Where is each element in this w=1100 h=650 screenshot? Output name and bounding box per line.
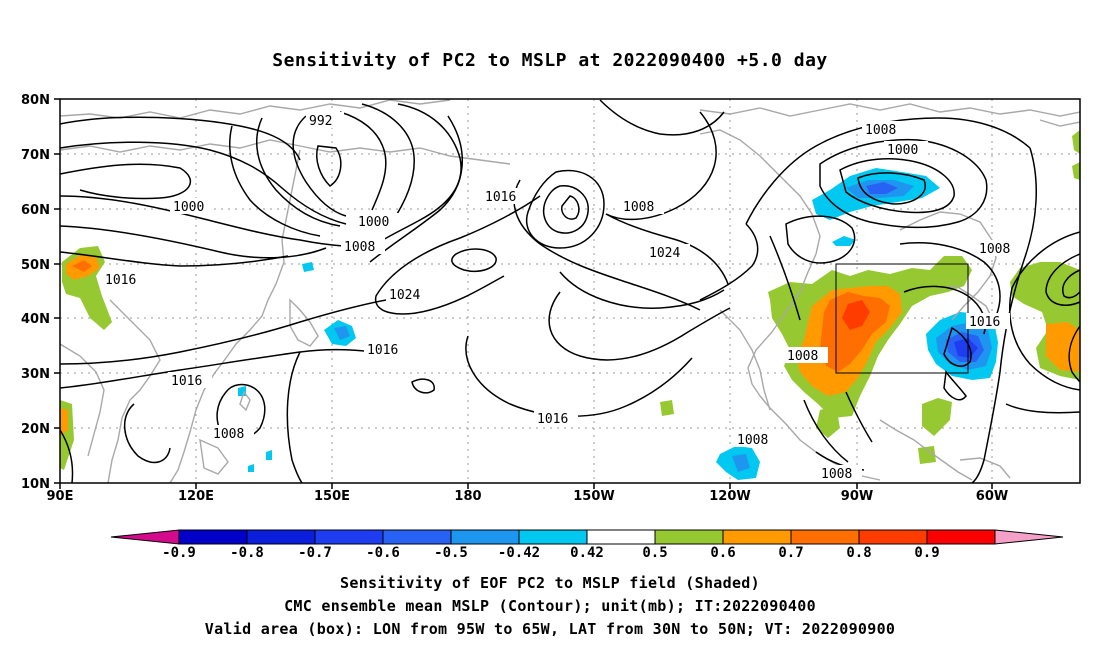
lat-tick-label: 10N	[21, 477, 50, 492]
lon-tick-label: 90E	[47, 489, 74, 504]
lat-tick-label: 50N	[21, 258, 50, 273]
longitude-labels: 90E 120E 150E 180 150W 120W 90W 60W	[47, 489, 1009, 504]
contour-label: 1008	[737, 433, 768, 448]
lon-tick-label: 150E	[314, 489, 350, 504]
contour-label: 1016	[537, 412, 568, 427]
colorbar-label: -0.9	[162, 545, 196, 561]
colorbar-cell	[314, 529, 384, 545]
colorbar-label: -0.6	[366, 545, 400, 561]
contour-label: 1016	[105, 273, 136, 288]
plot-title: Sensitivity of PC2 to MSLP at 2022090400…	[272, 50, 828, 71]
latitude-labels: 80N 70N 60N 50N 40N 30N 20N 10N	[21, 93, 50, 492]
colorbar-cell	[790, 529, 860, 545]
mslp-contours	[60, 99, 1080, 483]
colorbar-cell	[178, 529, 248, 545]
axis-ticks	[54, 98, 993, 489]
lon-tick-label: 60W	[976, 489, 1008, 504]
colorbar-label: 0.6	[710, 545, 735, 561]
lat-tick-label: 60N	[21, 203, 50, 218]
footer-contour-description: CMC ensemble mean MSLP (Contour); unit(m…	[284, 597, 816, 615]
contour-label: 1024	[389, 288, 420, 303]
footer-valid-area-description: Valid area (box): LON from 95W to 65W, L…	[204, 620, 896, 638]
contour-label: 1000	[173, 200, 204, 215]
contour-label: 1016	[969, 315, 1000, 330]
colorbar-end-high	[994, 529, 1064, 545]
contour-label: 1008	[344, 240, 375, 255]
colorbar-cell	[926, 529, 996, 545]
contour-labels: 992 1000 1000 1008 1000 1016 1016 1008 1…	[102, 112, 1020, 482]
colorbar-cell	[382, 529, 452, 545]
lat-tick-label: 30N	[21, 367, 50, 382]
contour-label: 1000	[358, 215, 389, 230]
lat-tick-label: 40N	[21, 312, 50, 327]
lat-tick-label: 80N	[21, 93, 50, 108]
sensitivity-shading	[60, 130, 1080, 480]
colorbar-labels: -0.9 -0.8 -0.7 -0.6 -0.5 -0.42 0.42 0.5 …	[162, 545, 940, 561]
colorbar-label: -0.42	[498, 545, 540, 561]
lon-tick-label: 90W	[841, 489, 873, 504]
colorbar-cell	[450, 529, 520, 545]
lon-tick-label: 150W	[573, 489, 614, 504]
colorbar-cell	[518, 529, 588, 545]
colorbar-label: 0.8	[846, 545, 871, 561]
colorbar-cell	[246, 529, 316, 545]
contour-label: 1024	[649, 246, 680, 261]
contour-label: 1016	[367, 343, 398, 358]
colorbar-label: 0.9	[914, 545, 939, 561]
colorbar-label: -0.8	[230, 545, 264, 561]
colorbar-end-low	[110, 529, 180, 545]
colorbar: -0.9 -0.8 -0.7 -0.6 -0.5 -0.42 0.42 0.5 …	[110, 529, 1064, 561]
lon-tick-label: 180	[454, 489, 481, 504]
colorbar-cell	[586, 529, 656, 545]
colorbar-label: -0.7	[298, 545, 332, 561]
contour-label: 1008	[979, 242, 1010, 257]
contour-label: 992	[309, 114, 332, 129]
colorbar-label: 0.5	[642, 545, 667, 561]
contour-label: 1008	[213, 427, 244, 442]
footer-shading-description: Sensitivity of EOF PC2 to MSLP field (Sh…	[340, 574, 760, 592]
contour-label: 1008	[787, 349, 818, 364]
contour-label: 1000	[887, 143, 918, 158]
contour-label: 1016	[171, 374, 202, 389]
colorbar-label: 0.42	[570, 545, 604, 561]
lat-tick-label: 70N	[21, 148, 50, 163]
contour-label: 1008	[623, 200, 654, 215]
colorbar-cell	[654, 529, 724, 545]
lon-tick-label: 120W	[709, 489, 750, 504]
contour-label: 1008	[821, 467, 852, 482]
contour-label: 1016	[485, 190, 516, 205]
lat-tick-label: 20N	[21, 422, 50, 437]
lon-tick-label: 120E	[178, 489, 214, 504]
colorbar-label: 0.7	[778, 545, 803, 561]
colorbar-cell	[858, 529, 928, 545]
map-frame	[59, 98, 1081, 484]
colorbar-cell	[722, 529, 792, 545]
colorbar-swatches	[110, 529, 1064, 545]
contour-label: 1008	[865, 123, 896, 138]
colorbar-label: -0.5	[434, 545, 468, 561]
